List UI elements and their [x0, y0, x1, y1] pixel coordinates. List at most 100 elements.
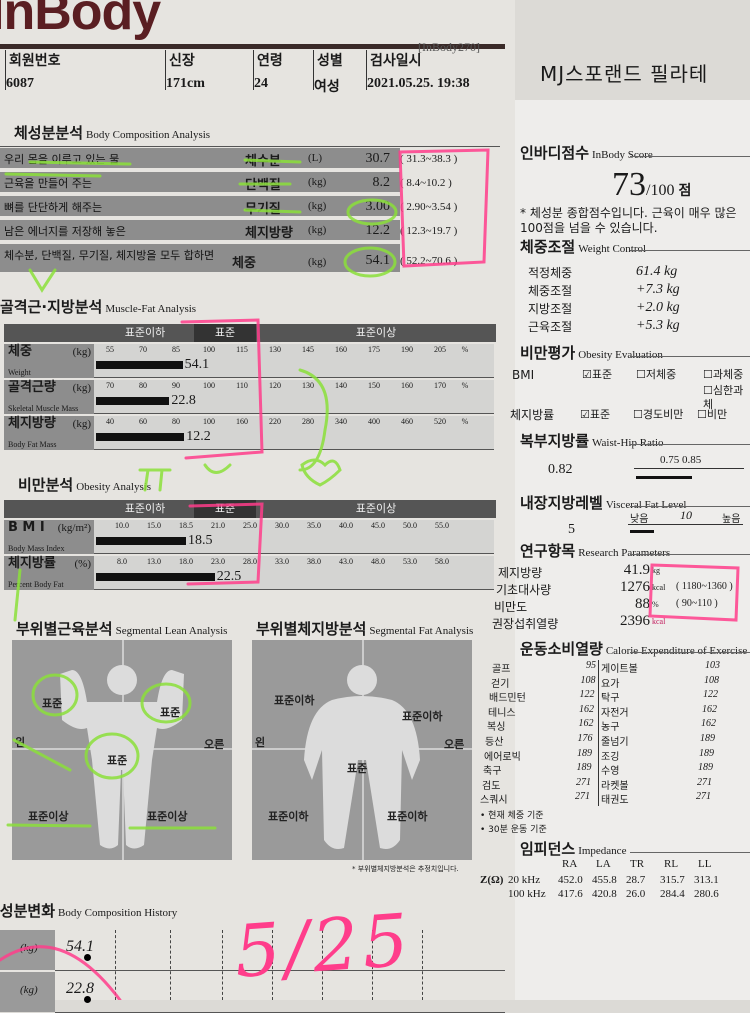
checkbox-icon[interactable]: ☐: [636, 368, 646, 381]
exercise-note: • 30분 운동 기준: [480, 825, 547, 835]
exercise-kcal: 189: [576, 762, 592, 774]
bc-rule: [0, 146, 500, 147]
checked-box-icon[interactable]: ☑: [582, 368, 592, 381]
bc-range: ( 12.3~19.7 ): [400, 225, 458, 237]
rule: [630, 554, 750, 555]
exercise-subtitle: Calorie Expenditure of Exercise: [605, 645, 748, 657]
mf-tick-label: 160: [401, 381, 413, 390]
option-label: 심한과체: [703, 384, 744, 411]
green-arrow: [28, 268, 57, 293]
green-underline-legs: [6, 823, 217, 830]
visceral-fat-subtitle: Visceral Fat Level: [605, 499, 687, 511]
visceral-low: 낮음: [630, 514, 649, 525]
impedance-col: LL: [698, 858, 712, 870]
exercise-kcal: 122: [579, 689, 595, 701]
exercise-title: 운동소비열량: [520, 640, 603, 658]
score-max: /100: [646, 182, 675, 199]
ob-tick-label: 8.0: [117, 557, 127, 566]
mf-row-label: 체중 Weight (kg): [4, 344, 94, 378]
segmental-lean-body-figure: [12, 640, 232, 860]
mf-tick-label: 60: [139, 417, 147, 426]
ob-bar: [96, 573, 215, 581]
impedance-value: 313.1: [694, 874, 719, 886]
exercise-name: 탁구: [601, 693, 620, 705]
checkbox-icon[interactable]: ☐: [697, 408, 707, 421]
bmi-option[interactable]: ☐심한과체: [703, 384, 750, 412]
impedance-value: 284.4: [660, 888, 685, 900]
exercise-name: 복싱: [487, 722, 506, 734]
exercise-name: 태권도: [601, 795, 629, 807]
exercise-name: 걷기: [491, 678, 510, 690]
exercise-name: 요가: [601, 678, 620, 690]
exercise-note: • 현재 체중 기준: [480, 811, 544, 821]
visceral-fat-heading: 내장지방레벨 Visceral Fat Level: [520, 492, 686, 513]
weight-control-title: 체중조절: [520, 238, 576, 256]
pbf-option[interactable]: ☐경도비만: [633, 406, 683, 422]
checkbox-icon[interactable]: ☐: [633, 408, 643, 421]
ob-tick-label: 45.0: [371, 521, 385, 530]
segmental-fat-left-side: 왼: [255, 736, 266, 749]
pbf-option[interactable]: ☑표준: [580, 406, 610, 422]
score-note: * 체성분 종합점수입니다. 근육이 매우 많은 100점을 넘을 수 있습니다…: [520, 206, 737, 235]
bmi-option[interactable]: ☑표준: [582, 368, 612, 382]
bmi-option[interactable]: ☐저체중: [636, 368, 676, 382]
mf-percent-label: %: [461, 417, 469, 426]
bc-unit: (kg): [308, 176, 327, 188]
mf-band-1: 표준: [194, 324, 256, 342]
bc-name: 체지방량: [245, 226, 293, 241]
visceral-fat-title: 내장지방레벨: [520, 494, 603, 512]
waist-hip-ratio-heading: 복부지방률 Waist-Hip Ratio: [520, 430, 664, 451]
rule: [630, 444, 750, 445]
bc-unit: (kg): [308, 200, 327, 212]
visceral-bar: [630, 530, 654, 533]
header-field-2: 연령 24: [253, 50, 393, 91]
green-marks: [12, 568, 72, 772]
visceral-mid: 10: [680, 508, 692, 522]
mf-tick-label: 100: [203, 381, 215, 390]
exercise-name: 검도: [482, 780, 501, 792]
exercise-name: 축구: [483, 766, 502, 778]
green-circle-mineral: [346, 198, 398, 226]
mf-tick-label: 400: [368, 417, 380, 426]
exercise-name: 조깅: [601, 751, 620, 763]
segmental-fat-body-figure: [252, 640, 472, 860]
checkbox-icon[interactable]: ☐: [703, 384, 713, 397]
checked-box-icon[interactable]: ☑: [580, 408, 590, 421]
ob-tick-label: 23.0: [211, 557, 225, 566]
exercise-name: 자전거: [601, 707, 629, 719]
segmental-lean-left-leg: 표준이상: [28, 810, 69, 823]
whr-axis: [634, 468, 744, 469]
body-composition-heading: 체성분분석 Body Composition Analysis: [14, 122, 210, 143]
mf-band-2: 표준이상: [256, 324, 496, 342]
exercise-kcal: 189: [699, 747, 714, 759]
segmental-lean-title: 부위별근육분석: [16, 620, 113, 638]
mf-value: 54.1: [184, 357, 210, 372]
green-heart: [300, 458, 342, 487]
mf-row-en: Body Fat Mass: [8, 440, 57, 449]
research-heading: 연구항목 Research Parameters: [520, 540, 670, 561]
checkbox-icon[interactable]: ☐: [703, 368, 713, 381]
pbf-option[interactable]: ☐비만: [697, 406, 727, 422]
bmi-option[interactable]: ☐과체중: [703, 368, 743, 382]
ob-band-0: 표준이하: [96, 500, 194, 518]
exercise-divider: [598, 660, 599, 806]
exercise-kcal: 176: [577, 733, 593, 744]
ob-tick-label: 10.0: [115, 521, 129, 530]
mf-bar: [96, 433, 185, 441]
ob-tick-label: 13.0: [147, 557, 161, 566]
option-label: 표준: [591, 368, 613, 381]
green-underlines: [4, 158, 302, 214]
header-value: 24: [254, 76, 268, 91]
inbody-score-heading: 인바디점수 InBody Score: [520, 142, 653, 163]
history-unit: (kg): [20, 984, 38, 996]
wc-value: +2.0 kg: [636, 300, 680, 315]
mf-tick-label: 70: [106, 381, 114, 390]
muscle-fat-subtitle: Muscle-Fat Analysis: [105, 303, 197, 315]
impedance-value: 315.7: [660, 874, 685, 886]
mf-bar: [96, 397, 170, 405]
history-subtitle: Body Composition History: [58, 907, 178, 919]
bc-range: ( 2.90~3.54 ): [400, 201, 458, 213]
research-label: 비만도: [494, 600, 528, 614]
impedance-value: 420.8: [592, 888, 617, 900]
whr-bar: [636, 476, 692, 479]
